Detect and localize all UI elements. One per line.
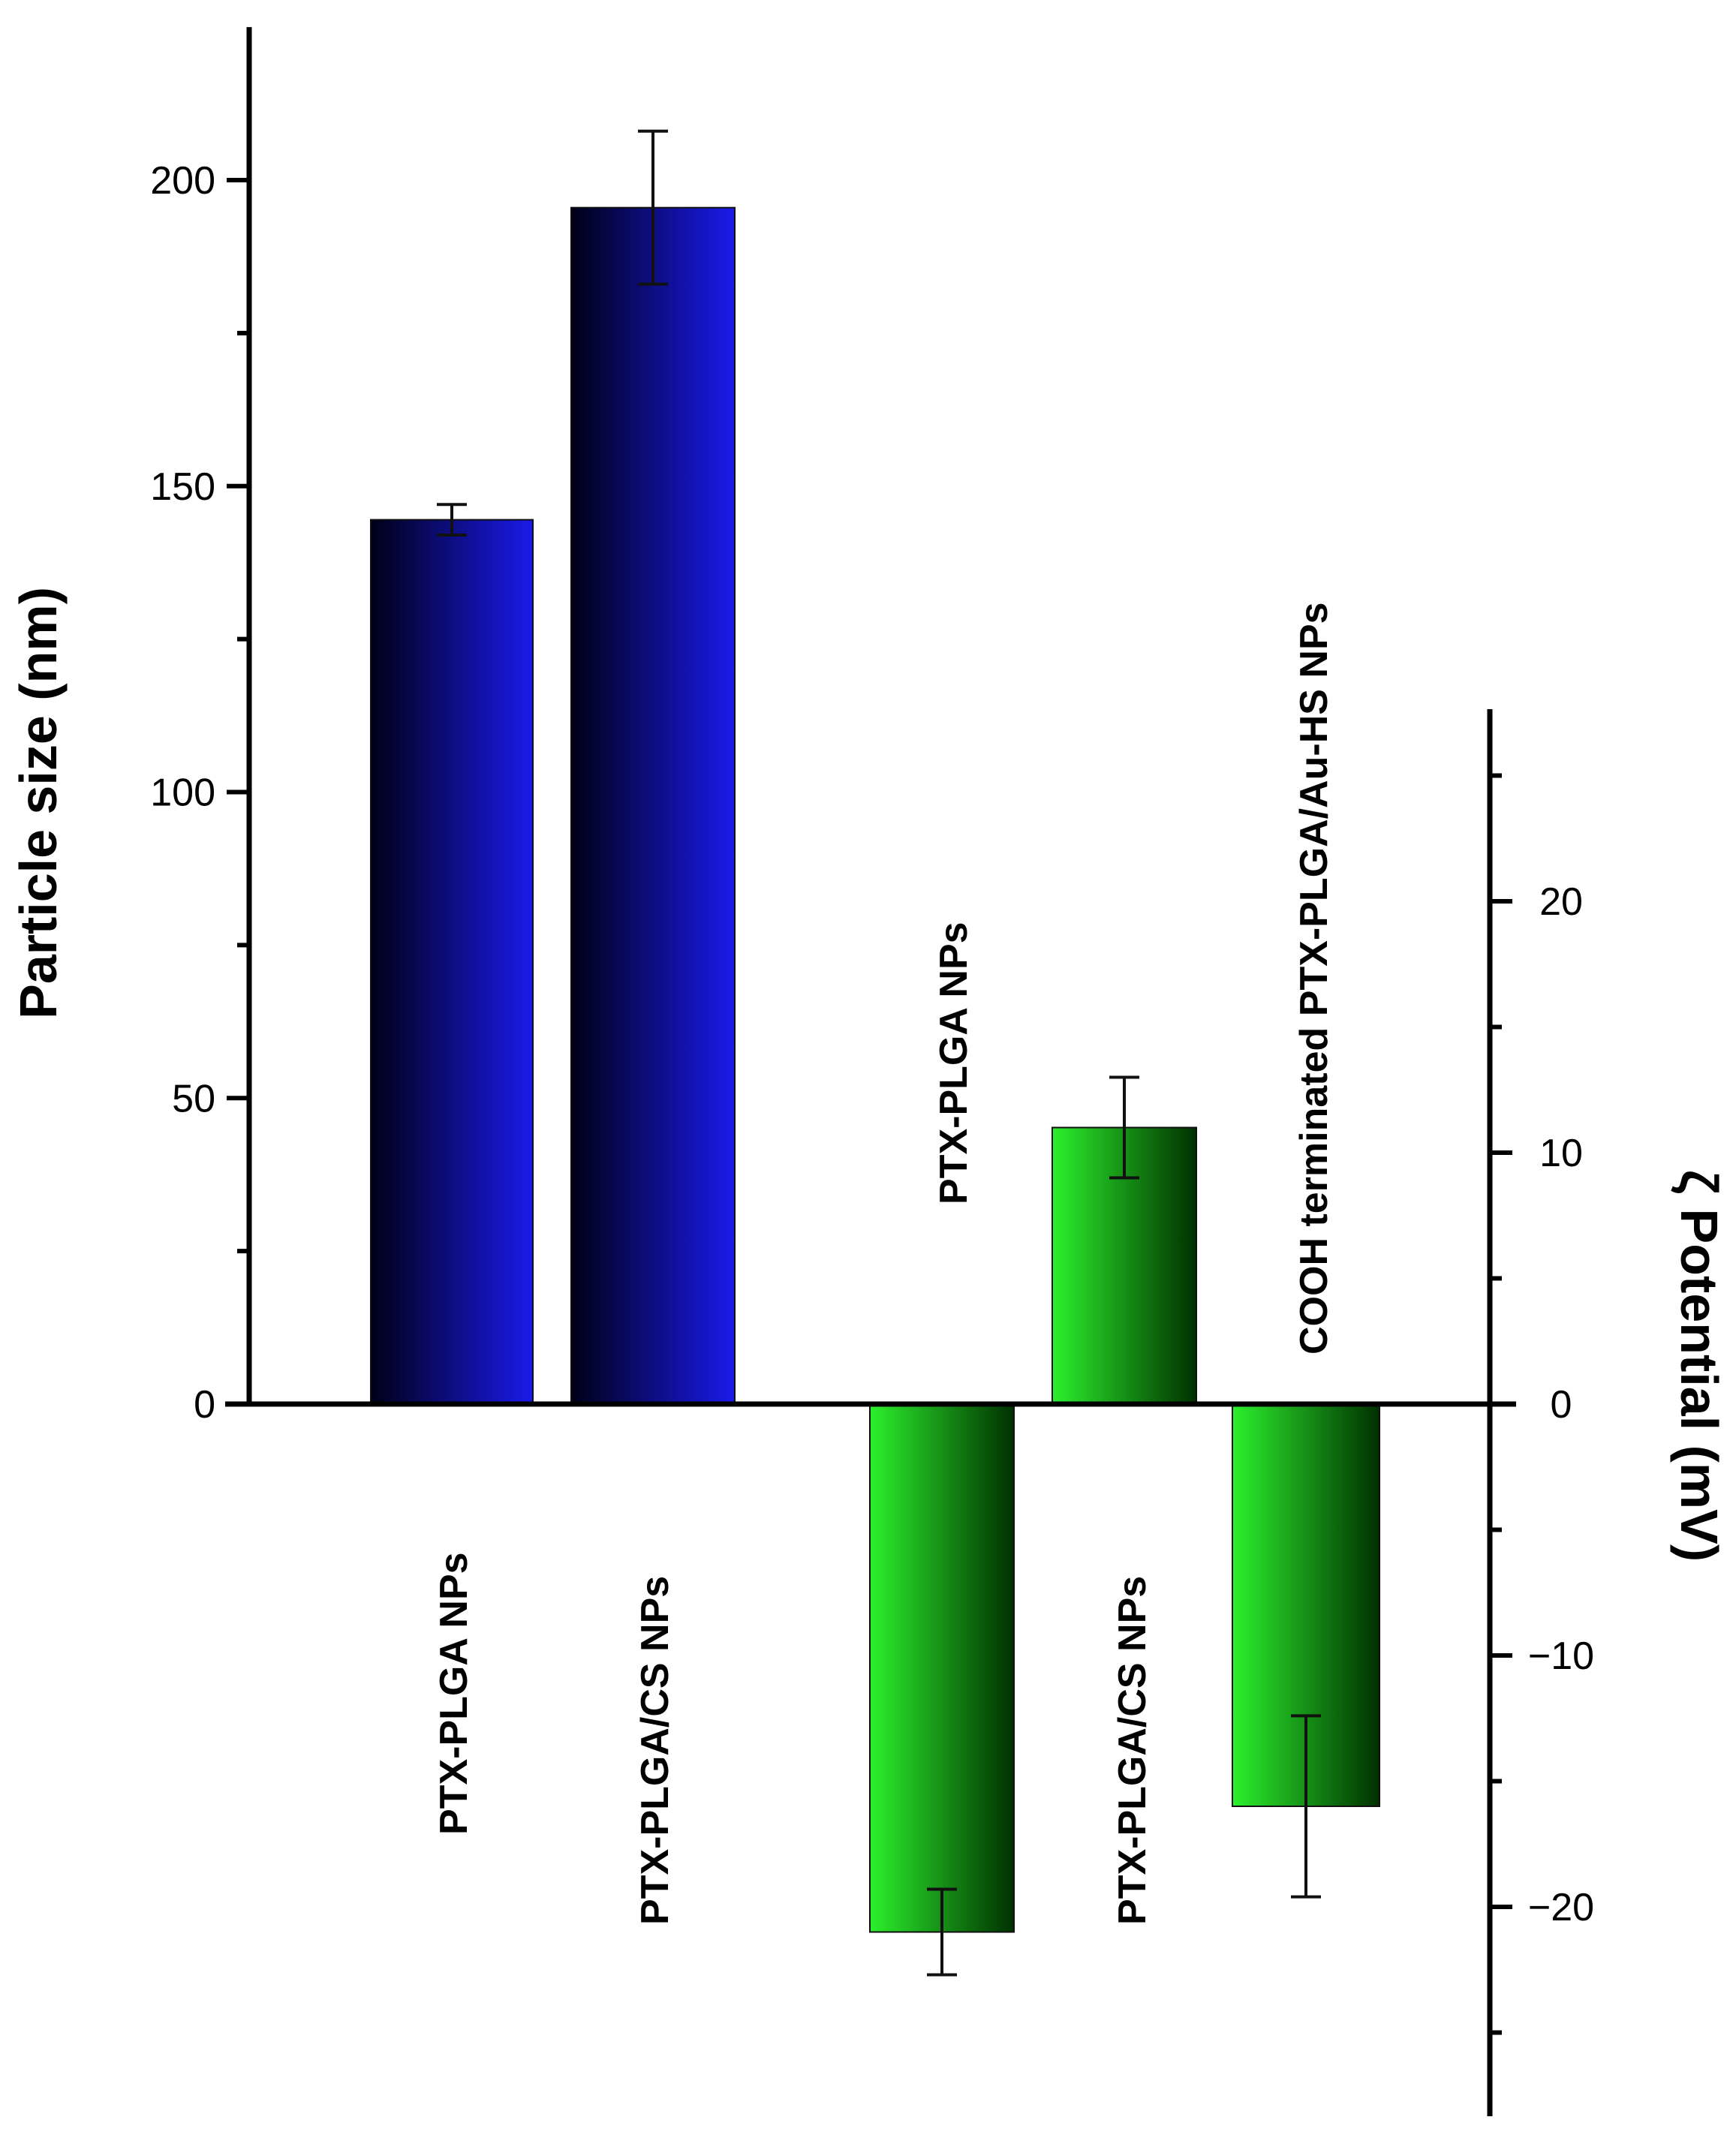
- particle-size-axis-title: Particle size (nm): [9, 587, 68, 1019]
- category-label-ptx-plga-cs-zeta: PTX-PLGA/CS NPs: [1111, 1576, 1154, 1925]
- particle-size-axis: 0 50 100 150 200: [150, 27, 252, 1427]
- right-tick-label: 0: [1551, 1383, 1572, 1427]
- right-tick-label: 10: [1539, 1132, 1583, 1175]
- left-tick-label: 0: [194, 1383, 215, 1427]
- right-tick-label: 20: [1539, 880, 1583, 924]
- category-label-ptx-plga-zeta: PTX-PLGA NPs: [932, 922, 976, 1204]
- zeta-potential-axis: −20 −10 0 10 20: [1487, 709, 1594, 2116]
- bars-layer: [370, 129, 1380, 1977]
- category-label-cooh-terminated-zeta: COOH terminated PTX-PLGA/Au-HS NPs: [1292, 602, 1336, 1355]
- zeta-potential-axis-title: ζ Potential (mV): [1670, 1170, 1728, 1562]
- category-labels: PTX-PLGA NPs PTX-PLGA/CS NPs PTX-PLGA NP…: [432, 602, 1336, 1925]
- right-tick-label: −10: [1528, 1634, 1594, 1678]
- particle-size-0-bar: [370, 519, 534, 1405]
- left-tick-label: 200: [150, 159, 215, 203]
- left-tick-label: 50: [172, 1077, 215, 1120]
- zeta-potential-0-bar: [869, 1403, 1015, 1933]
- left-tick-label: 100: [150, 771, 215, 815]
- particle-size-1-bar: [570, 206, 736, 1405]
- right-tick-label: −20: [1528, 1886, 1594, 1929]
- category-label-ptx-plga-size: PTX-PLGA NPs: [432, 1552, 476, 1835]
- left-tick-label: 150: [150, 465, 215, 509]
- category-label-ptx-plga-cs-size: PTX-PLGA/CS NPs: [633, 1576, 677, 1925]
